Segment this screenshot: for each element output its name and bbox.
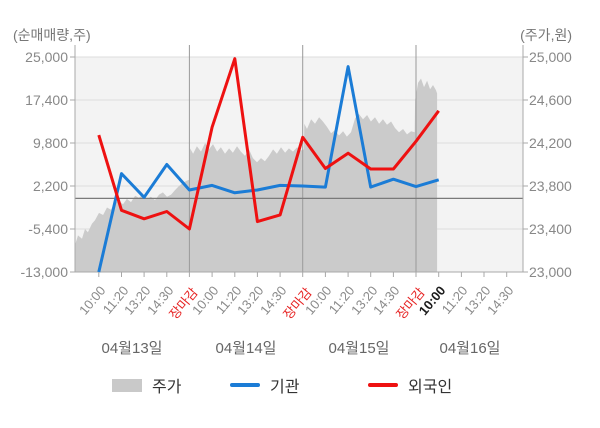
right-axis-label: 24,200	[529, 135, 572, 151]
left-axis-label: -13,000	[20, 264, 68, 280]
right-axis-label: 23,400	[529, 221, 572, 237]
foreigner-line	[97, 57, 440, 231]
institution-line	[97, 65, 440, 273]
left-axis-title: (순매매량,주)	[13, 27, 91, 43]
legend-item-institution[interactable]: 기관	[230, 374, 299, 396]
legend-label-foreigner: 외국인	[408, 379, 453, 396]
legend-label-institution: 기관	[270, 379, 300, 396]
left-axis-label: 17,400	[25, 92, 68, 108]
left-axis-label: 2,200	[32, 178, 68, 194]
right-axis-label: 23,000	[529, 264, 572, 280]
price-area-swatch-icon	[112, 378, 142, 392]
price-area	[75, 78, 438, 272]
right-axis-label: 25,000	[529, 49, 572, 65]
right-axis-label: 24,600	[529, 92, 572, 108]
left-axis-label: 25,000	[25, 49, 68, 65]
x-date-label: 04월15일	[328, 340, 390, 357]
left-axis-label: -5,400	[28, 221, 68, 237]
institution-line-swatch-icon	[230, 383, 260, 387]
legend-label-price: 주가	[152, 379, 182, 396]
right-axis-title: (주가,원)	[520, 27, 572, 43]
x-date-label: 04월13일	[101, 340, 163, 357]
left-axis-label: 9,800	[32, 135, 68, 151]
legend-item-foreigner[interactable]: 외국인	[368, 374, 452, 396]
legend: 주가 기관 외국인	[0, 374, 600, 396]
foreigner-line-swatch-icon	[368, 383, 398, 387]
right-axis-label: 23,800	[529, 178, 572, 194]
x-date-label: 04월16일	[439, 340, 501, 357]
legend-item-price[interactable]: 주가	[112, 374, 181, 396]
x-date-label: 04월14일	[215, 340, 277, 357]
